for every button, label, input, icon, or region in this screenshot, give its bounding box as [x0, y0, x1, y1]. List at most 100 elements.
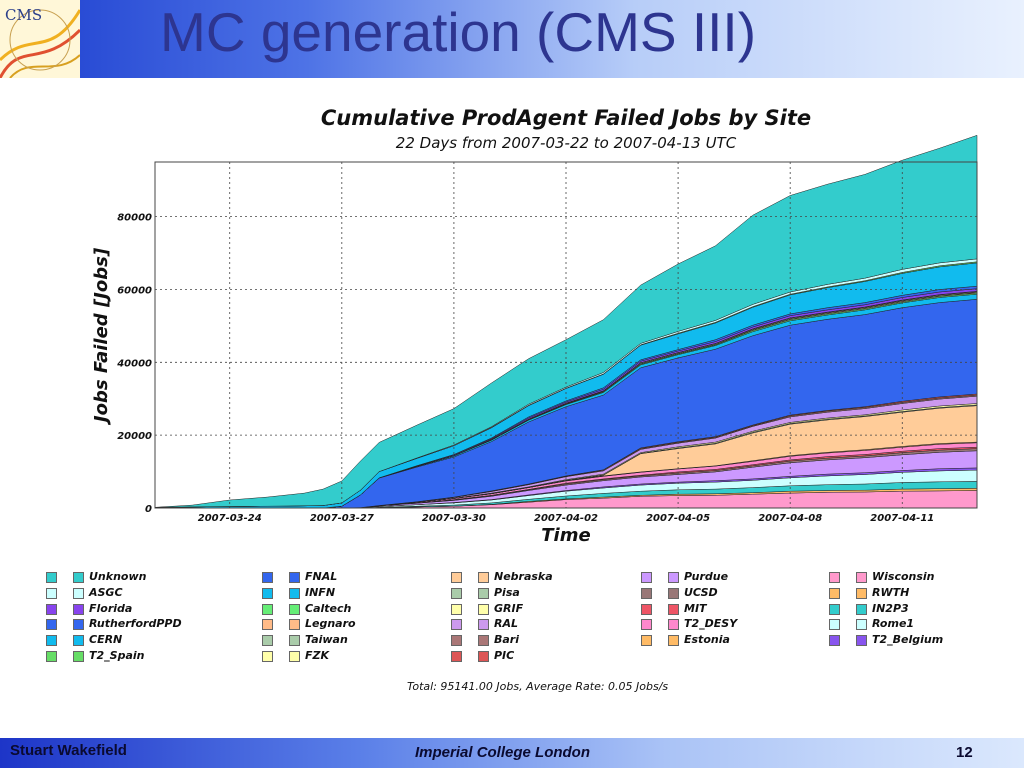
legend-swatch — [262, 635, 273, 647]
cms-logo-graphic — [0, 9, 80, 78]
chart-total: Total: 95141.00 Jobs, Average Rate: 0.05… — [407, 680, 669, 693]
legend-swatch — [641, 587, 652, 599]
legend-swatch — [451, 603, 462, 615]
plot-frame — [154, 161, 978, 509]
legend-swatch — [46, 587, 57, 599]
legend-swatch — [829, 603, 840, 615]
legend-swatch — [289, 651, 300, 662]
legend-swatch — [668, 603, 679, 615]
legend-label: Legnaro — [305, 617, 356, 631]
legend-swatch — [478, 603, 489, 615]
legend-swatch — [46, 603, 57, 615]
legend-swatch — [668, 635, 679, 647]
legend-swatch — [451, 635, 462, 647]
x-tick-label: 2007-04-11 — [870, 513, 934, 524]
legend-swatch — [641, 603, 652, 615]
legend-swatch — [262, 572, 273, 583]
legend-swatch — [856, 619, 867, 631]
legend-label: CERN — [89, 633, 123, 647]
legend-label: Taiwan — [305, 633, 348, 647]
legend-swatch — [641, 572, 652, 583]
legend-swatch — [829, 587, 840, 599]
legend-swatch — [451, 651, 462, 662]
cms-logo: CMS — [0, 0, 80, 78]
legend-swatch — [829, 635, 840, 647]
legend-swatch — [46, 572, 57, 583]
logo-text: CMS — [5, 6, 43, 24]
legend-swatch — [289, 572, 300, 583]
chart-title: Cumulative ProdAgent Failed Jobs by Site — [320, 106, 812, 130]
legend-swatch — [668, 572, 679, 583]
legend-swatch — [641, 635, 652, 647]
legend-swatch — [46, 651, 57, 662]
stacked-area-chart: 2007-03-24 2007-03-27 2007-03-30 2007-04-02… — [91, 134, 978, 546]
legend-label: IN2P3 — [872, 601, 909, 615]
legend-swatch — [262, 619, 273, 631]
legend-label: FZK — [305, 649, 330, 662]
legend-swatch — [73, 619, 84, 631]
legend-swatch — [856, 572, 867, 583]
legend-swatch — [478, 635, 489, 647]
page-number: 12 — [956, 744, 973, 761]
legend-swatch — [856, 603, 867, 615]
legend-swatch — [478, 619, 489, 631]
legend-label: GRIF — [494, 601, 524, 615]
x-tick-label: 2007-04-05 — [646, 513, 710, 524]
legend-label: Purdue — [684, 570, 729, 583]
legend-swatch — [451, 572, 462, 583]
legend-swatch — [829, 619, 840, 631]
legend-label: Wisconsin — [872, 570, 935, 583]
legend-swatch — [73, 603, 84, 615]
chart-legend: Unknown ASGC Florida RutherfordPPD CERN T2_Sp… — [46, 570, 986, 670]
legend-label: Unknown — [89, 570, 147, 583]
legend-swatch — [451, 619, 462, 631]
y-tick-label: 20000 — [117, 431, 152, 442]
x-tick-label: 2007-04-02 — [534, 513, 598, 524]
legend-swatch — [856, 587, 867, 599]
x-tick-label: 2007-04-08 — [758, 513, 822, 524]
legend-label: Estonia — [684, 633, 730, 647]
legend-swatch — [73, 651, 84, 662]
legend-swatch — [289, 635, 300, 647]
legend-label: FNAL — [305, 570, 338, 583]
y-axis-title: Jobs Failed [Jobs] — [91, 247, 112, 425]
legend-label: PIC — [494, 649, 515, 662]
legend-swatch — [289, 587, 300, 599]
legend-swatch — [46, 619, 57, 631]
legend-swatch — [262, 587, 273, 599]
legend-swatch — [289, 619, 300, 631]
legend-swatch — [478, 587, 489, 599]
legend-swatch — [73, 572, 84, 583]
x-axis-title: Time — [541, 525, 590, 546]
legend-label: Pisa — [494, 585, 520, 599]
slide-footer: Stuart Wakefield Imperial College London… — [0, 738, 1024, 768]
footer-author: Stuart Wakefield — [10, 742, 127, 759]
legend-swatch — [46, 635, 57, 647]
legend-swatch — [73, 587, 84, 599]
slide-title: MC generation (CMS III) — [160, 1, 757, 63]
legend-label: T2_Belgium — [872, 633, 944, 647]
legend-swatch — [73, 635, 84, 647]
legend-swatch — [641, 619, 652, 631]
legend-swatch — [478, 651, 489, 662]
legend-swatch — [262, 651, 273, 662]
legend-swatch — [829, 572, 840, 583]
legend-label: T2_DESY — [684, 617, 738, 631]
legend-swatch — [478, 572, 489, 583]
legend-swatch — [289, 603, 300, 615]
legend-label: Bari — [494, 633, 520, 647]
legend-label: Nebraska — [494, 570, 553, 583]
legend-label: Caltech — [305, 601, 352, 615]
legend-label: UCSD — [684, 585, 718, 599]
legend-label: INFN — [305, 585, 336, 599]
legend-swatch — [668, 619, 679, 631]
legend-swatch — [856, 635, 867, 647]
legend-swatch — [451, 587, 462, 599]
legend-label: ASGC — [89, 585, 123, 599]
legend-swatch — [262, 603, 273, 615]
legend-label: Florida — [89, 601, 133, 615]
legend-label: Rome1 — [872, 617, 915, 631]
legend-swatch — [668, 587, 679, 599]
x-tick-label: 2007-03-30 — [422, 513, 486, 524]
y-tick-label: 40000 — [116, 358, 152, 369]
